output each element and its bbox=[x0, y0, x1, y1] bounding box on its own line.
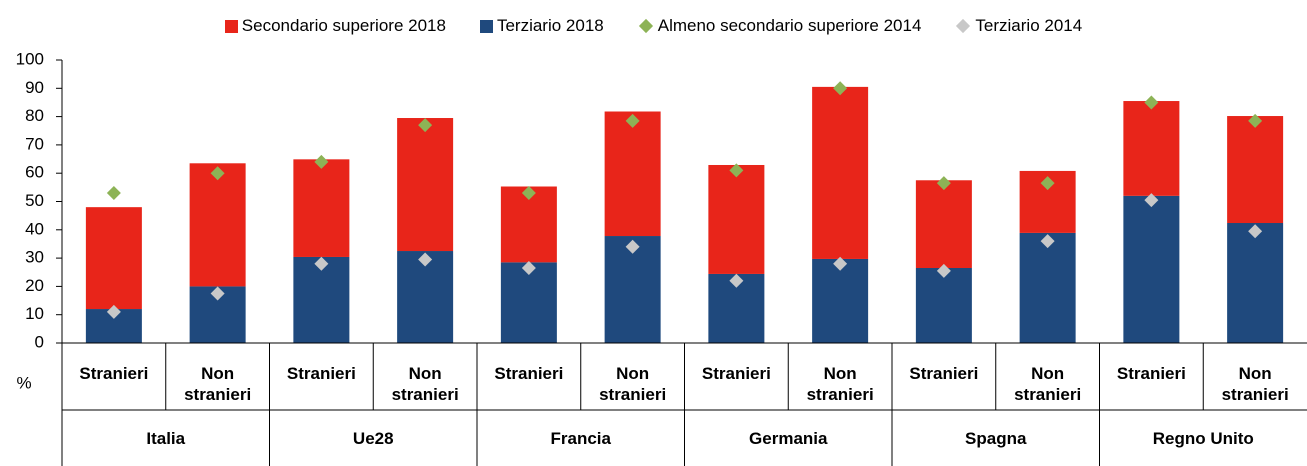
x-tick-label: Non stranieri bbox=[1014, 364, 1082, 404]
legend-label: Terziario 2014 bbox=[975, 16, 1083, 35]
bar bbox=[397, 118, 454, 252]
bar bbox=[1227, 223, 1284, 343]
legend-item: Almeno secondario superiore 2014 bbox=[638, 16, 922, 36]
bar bbox=[1227, 116, 1284, 224]
diamond-marker bbox=[1144, 95, 1159, 110]
diamond-marker bbox=[1248, 224, 1263, 239]
y-tick-label: 80 bbox=[25, 106, 44, 125]
x-tick-label: Stranieri bbox=[79, 364, 149, 383]
y-tick-label: 100 bbox=[16, 49, 44, 68]
y-tick-label: 40 bbox=[25, 219, 44, 238]
diamond-marker bbox=[521, 261, 536, 276]
diamond-marker bbox=[833, 81, 848, 96]
legend-swatch bbox=[956, 18, 971, 34]
diamond-marker bbox=[625, 239, 640, 254]
legend-swatch bbox=[224, 19, 238, 33]
bar bbox=[604, 111, 661, 237]
bar bbox=[604, 236, 661, 343]
legend-item: Terziario 2014 bbox=[955, 16, 1082, 36]
y-tick-label: 30 bbox=[25, 248, 44, 267]
diamond-marker bbox=[210, 166, 225, 181]
diamond-marker bbox=[1040, 176, 1055, 191]
bar bbox=[1019, 232, 1076, 343]
diamond-marker bbox=[418, 118, 433, 133]
diamond-marker bbox=[1248, 113, 1263, 128]
bar bbox=[293, 256, 350, 343]
x-tick-label: Stranieri bbox=[1116, 364, 1186, 383]
legend-label: Almeno secondario superiore 2014 bbox=[657, 16, 922, 35]
group-label: Francia bbox=[550, 429, 611, 448]
diamond-marker bbox=[314, 154, 329, 169]
bar bbox=[1123, 195, 1180, 343]
legend: Secondario superiore 2018 Terziario 2018 A… bbox=[0, 16, 1307, 36]
legend-item: Secondario superiore 2018 bbox=[224, 16, 446, 36]
bar bbox=[1123, 101, 1180, 196]
bar bbox=[293, 159, 350, 257]
x-tick-label: Non stranieri bbox=[184, 364, 252, 404]
diamond-marker bbox=[625, 113, 640, 128]
bar bbox=[812, 86, 869, 259]
diamond-marker bbox=[314, 256, 329, 271]
y-tick-label: 90 bbox=[25, 78, 44, 97]
y-tick-label: 60 bbox=[25, 163, 44, 182]
group-label: Germania bbox=[749, 429, 828, 448]
bar bbox=[915, 268, 972, 343]
y-tick-label: 10 bbox=[25, 304, 44, 323]
diamond-marker bbox=[106, 304, 121, 319]
group-label: Ue28 bbox=[352, 429, 394, 448]
legend-swatch bbox=[479, 19, 493, 33]
legend-swatch bbox=[638, 18, 653, 34]
diamond-marker bbox=[106, 186, 121, 201]
diamond-marker bbox=[418, 252, 433, 267]
bar bbox=[812, 258, 869, 343]
x-tick-label: Non stranieri bbox=[1221, 364, 1289, 404]
diamond-marker bbox=[729, 163, 744, 178]
y-tick-label: 50 bbox=[25, 191, 44, 210]
group-label: Italia bbox=[146, 429, 186, 448]
x-tick-label: Stranieri bbox=[286, 364, 356, 383]
bar bbox=[85, 207, 142, 310]
y-tick-label: 70 bbox=[25, 134, 44, 153]
x-tick-label: Non stranieri bbox=[806, 364, 874, 404]
bar bbox=[500, 262, 557, 343]
diamond-marker bbox=[833, 256, 848, 271]
diamond-marker bbox=[1040, 234, 1055, 249]
diamond-marker bbox=[1144, 193, 1159, 208]
bar bbox=[708, 164, 765, 274]
y-tick-label: 20 bbox=[25, 276, 44, 295]
group-label: Spagna bbox=[965, 429, 1027, 448]
x-tick-label: Non stranieri bbox=[391, 364, 459, 404]
diamond-marker bbox=[729, 273, 744, 288]
group-label: Regno Unito bbox=[1152, 429, 1254, 448]
diamond-marker bbox=[936, 176, 951, 191]
bar bbox=[915, 180, 972, 269]
diamond-marker bbox=[521, 186, 536, 201]
bar bbox=[189, 163, 246, 287]
legend-item: Terziario 2018 bbox=[479, 16, 604, 36]
x-tick-label: Stranieri bbox=[494, 364, 564, 383]
diamond-marker bbox=[210, 286, 225, 301]
x-tick-label: Stranieri bbox=[701, 364, 771, 383]
legend-label: Secondario superiore 2018 bbox=[241, 16, 446, 35]
x-tick-label: Non stranieri bbox=[599, 364, 667, 404]
legend-label: Terziario 2018 bbox=[496, 16, 604, 35]
y-tick-label: 0 bbox=[35, 332, 44, 351]
y-axis-label: % bbox=[16, 373, 31, 392]
x-tick-label: Stranieri bbox=[909, 364, 979, 383]
diamond-marker bbox=[936, 263, 951, 278]
